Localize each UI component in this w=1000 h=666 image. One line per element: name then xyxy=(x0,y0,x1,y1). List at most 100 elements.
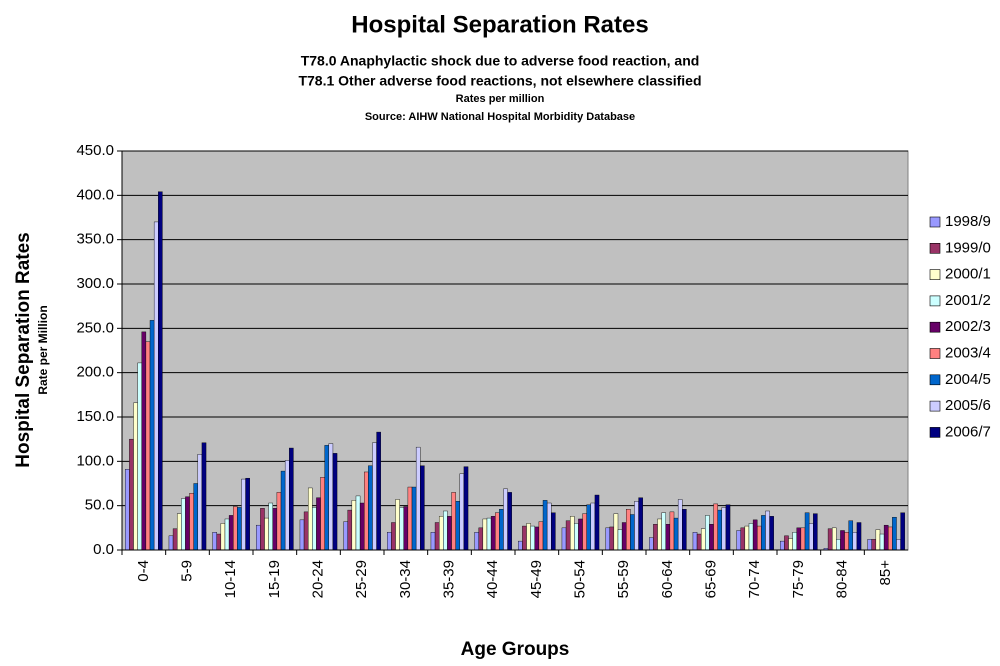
bar xyxy=(883,524,889,551)
bar xyxy=(324,445,330,551)
legend-label: 2000/1 xyxy=(945,266,991,283)
bar xyxy=(649,537,654,551)
legend-label: 2006/7 xyxy=(945,423,991,440)
bar xyxy=(176,513,182,551)
bar xyxy=(780,540,785,551)
bar xyxy=(613,513,619,551)
bar xyxy=(682,509,687,551)
bar xyxy=(185,496,190,551)
legend-swatch xyxy=(929,216,941,228)
bar xyxy=(141,331,147,551)
bar xyxy=(661,512,666,551)
bar xyxy=(769,516,774,551)
bar xyxy=(364,471,369,551)
bar xyxy=(212,532,217,551)
bar xyxy=(486,517,492,551)
bar xyxy=(721,507,727,551)
legend-label: 2002/3 xyxy=(945,318,991,335)
bar xyxy=(761,515,766,551)
bar xyxy=(443,510,448,551)
legend-swatch xyxy=(929,269,941,280)
bar xyxy=(289,447,294,551)
y-tick-label: 300.0 xyxy=(76,275,114,292)
bar xyxy=(844,532,849,551)
bar xyxy=(224,518,230,551)
y-tick-label: 50.0 xyxy=(85,497,114,514)
bar xyxy=(438,516,444,551)
bar xyxy=(478,527,484,551)
bar xyxy=(415,446,421,551)
bar xyxy=(888,526,893,551)
bar xyxy=(871,539,877,551)
bar xyxy=(590,502,596,551)
legend-swatch xyxy=(929,400,941,412)
bar xyxy=(307,487,313,551)
bar xyxy=(447,516,452,551)
bar xyxy=(189,493,194,551)
legend-label: 1998/9 xyxy=(945,213,991,230)
subtitle: T78.1 Other adverse food reactions, not … xyxy=(298,73,701,89)
bar xyxy=(507,492,512,551)
subtitle: Source: AIHW National Hospital Morbidity… xyxy=(365,111,635,123)
bar xyxy=(840,530,845,551)
legend-swatch xyxy=(929,427,941,438)
bar xyxy=(827,528,833,551)
bar xyxy=(740,527,746,551)
x-tick-label: 15-19 xyxy=(266,560,283,598)
bar xyxy=(264,517,269,551)
bar xyxy=(228,515,234,551)
bar xyxy=(153,221,159,551)
plot-area xyxy=(121,150,909,551)
bar xyxy=(788,538,793,551)
x-tick-label: 60-64 xyxy=(659,560,676,598)
legend-swatch xyxy=(929,321,941,333)
bar xyxy=(420,465,425,551)
y-tick-label: 250.0 xyxy=(76,319,114,336)
bar xyxy=(867,539,872,551)
bar xyxy=(455,501,461,551)
y-tick-label: 100.0 xyxy=(76,452,114,469)
bar xyxy=(312,507,317,551)
bar xyxy=(403,506,409,551)
x-tick-label: 20-24 xyxy=(309,560,326,598)
bar xyxy=(744,525,750,551)
bar xyxy=(216,533,222,551)
bar xyxy=(490,516,496,551)
bar xyxy=(241,478,246,551)
x-tick-label: 55-59 xyxy=(615,560,632,598)
bar xyxy=(172,528,178,551)
bar xyxy=(256,524,261,551)
bar xyxy=(569,516,575,551)
bar xyxy=(391,522,396,551)
bar xyxy=(638,497,643,551)
x-tick-label: 80-84 xyxy=(833,560,850,598)
bar xyxy=(856,522,862,551)
bar xyxy=(518,540,523,551)
bar xyxy=(316,497,321,551)
bar xyxy=(320,477,325,551)
bar xyxy=(359,502,365,551)
x-tick-label: 5-9 xyxy=(178,560,195,582)
y-tick-label: 350.0 xyxy=(76,231,114,248)
bar xyxy=(149,320,155,551)
bar xyxy=(892,516,897,551)
bar xyxy=(665,524,671,551)
bar xyxy=(657,518,662,551)
legend-label: 2003/4 xyxy=(945,344,991,361)
bar xyxy=(268,502,273,551)
legend-swatch xyxy=(929,295,941,307)
bar xyxy=(158,191,163,551)
bar xyxy=(201,442,207,551)
bar xyxy=(561,527,567,551)
bar xyxy=(792,532,797,551)
bar xyxy=(125,469,130,551)
bar xyxy=(692,532,698,551)
bar xyxy=(736,530,741,551)
bar xyxy=(609,526,615,551)
legend-label: 2004/5 xyxy=(945,371,991,388)
bar xyxy=(276,492,282,551)
legend-swatch xyxy=(929,348,941,359)
x-tick-label: 50-54 xyxy=(571,560,588,598)
bar xyxy=(653,524,658,551)
